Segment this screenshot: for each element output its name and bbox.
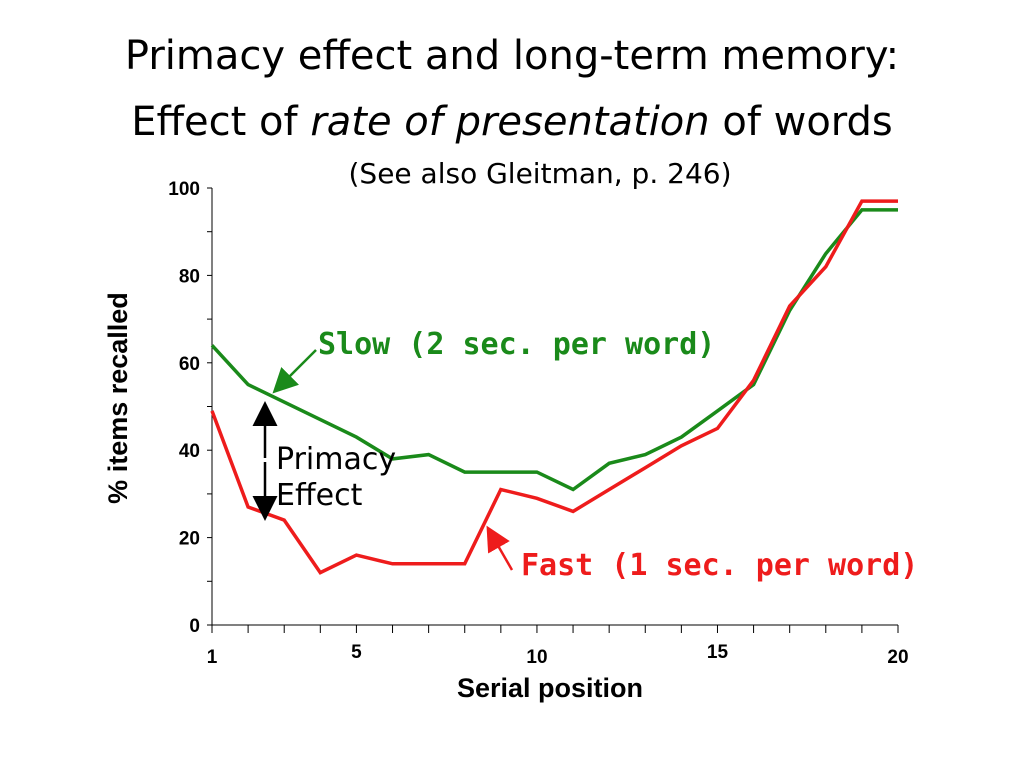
series-label-fast: Fast (1 sec. per word) — [521, 548, 918, 583]
y-tick-label: 100 — [168, 179, 200, 200]
x-tick-label: 15 — [707, 642, 729, 663]
y-tick-label: 60 — [179, 354, 200, 375]
x-axis-label: Serial position — [457, 673, 643, 703]
x-tick-label: 10 — [526, 647, 547, 668]
title-part-1: Effect of — [131, 99, 311, 145]
y-tick-label: 40 — [179, 441, 200, 462]
primacy-effect-label: Effect — [276, 478, 363, 513]
series-label-slow: Slow (2 sec. per word) — [318, 327, 715, 362]
series-line-fast — [210, 199, 898, 575]
title-part-italic: rate of presentation — [310, 99, 710, 145]
x-tick-label: 1 — [207, 647, 218, 668]
series-line-slow — [210, 208, 898, 492]
chart-subtitle: (See also Gleitman, p. 246) — [348, 157, 732, 190]
y-axis-label: % items recalled — [103, 292, 133, 504]
x-tick-label: 5 — [351, 642, 362, 663]
x-tick-label: 20 — [887, 647, 908, 668]
y-tick-label: 0 — [189, 616, 200, 637]
chart-title-line-2: Effect of rate of presentation of words — [0, 102, 1024, 142]
title-part-2: of words — [709, 99, 893, 145]
chart-title-line-1: Primacy effect and long-term memory: — [124, 33, 900, 79]
primacy-effect-label: Primacy — [276, 442, 396, 477]
fast-callout-arrow — [486, 525, 514, 571]
y-tick-label: 80 — [179, 266, 200, 287]
y-tick-label: 20 — [179, 529, 200, 550]
slow-callout-arrow — [272, 349, 317, 394]
